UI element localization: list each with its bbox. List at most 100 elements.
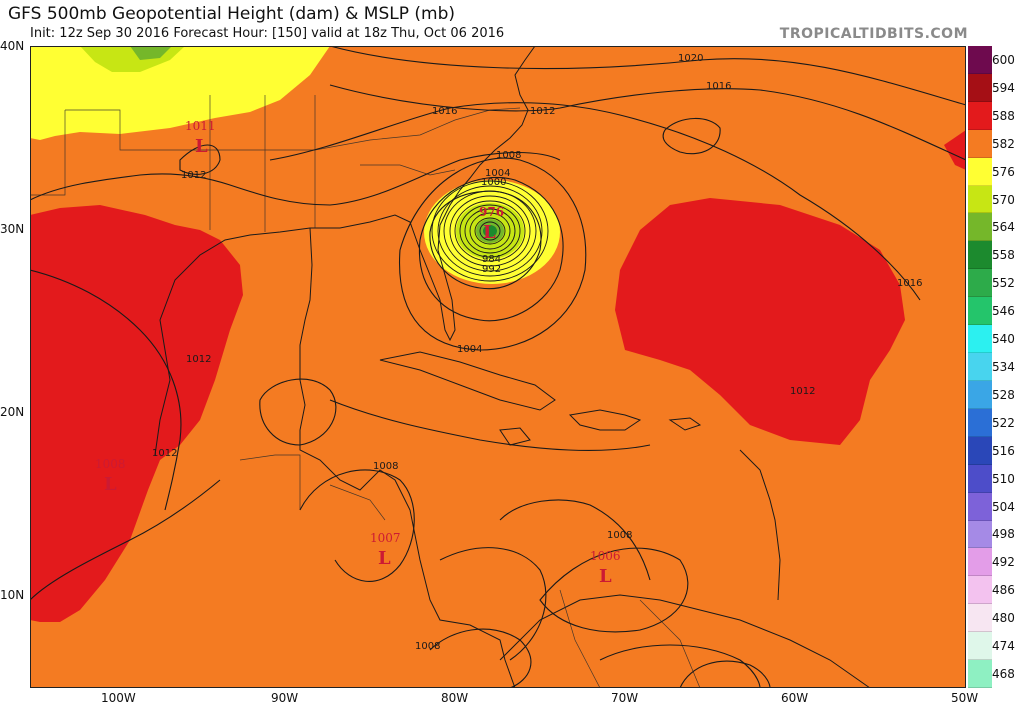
lat-label-40n: 40N — [0, 39, 25, 53]
colorbar-swatch — [968, 548, 992, 577]
colorbar-swatch — [968, 46, 992, 74]
lat-label-20n: 20N — [0, 405, 25, 419]
low-pressure-symbol: L — [599, 566, 612, 587]
coastlines — [154, 46, 871, 688]
colorbar-swatch — [968, 73, 992, 102]
colorbar-swatch — [968, 660, 992, 688]
colorbar-level-label: 474 — [992, 639, 1015, 654]
lon-label-60w: 60W — [781, 691, 809, 705]
isobar-label: 1012 — [152, 448, 177, 459]
isobar-label: 1020 — [678, 53, 703, 64]
isobar-label: 992 — [482, 264, 501, 275]
colorbar-swatch — [968, 269, 992, 298]
height-564-north-region — [130, 46, 172, 60]
colorbar-level-label: 546 — [992, 304, 1015, 319]
low-pressure-symbol: L — [378, 548, 391, 569]
lat-label-10n: 10N — [0, 588, 25, 602]
isobar-label: 1008 — [496, 150, 521, 161]
colorbar-level-label: 540 — [992, 332, 1015, 347]
lon-label-70w: 70W — [611, 691, 639, 705]
isobar-label: 1016 — [897, 278, 922, 289]
colorbar-level-label: 510 — [992, 471, 1015, 486]
colorbar-level-label: 600 — [992, 52, 1015, 67]
colorbar-swatch — [968, 380, 992, 409]
colorbar-level-label: 564 — [992, 220, 1015, 235]
height-588-atlantic-region — [615, 198, 905, 445]
isobars — [30, 46, 966, 688]
isobar-labels: 1020 1016 1016 1012 1016 1008 1004 1000 … — [152, 53, 922, 652]
colorbar-swatch — [968, 576, 992, 605]
colorbar-level-label: 552 — [992, 276, 1015, 291]
colorbar-swatch — [968, 492, 992, 521]
height-588-east-edge — [944, 130, 966, 170]
colorbar-level-label: 468 — [992, 667, 1015, 682]
colorbar-level-label: 504 — [992, 499, 1015, 514]
colorbar-swatch — [968, 604, 992, 633]
isobar-label: 1008 — [607, 530, 632, 541]
isobar-label: 1016 — [432, 106, 457, 117]
hurricane-isobar-rings — [431, 180, 549, 282]
colorbar-swatch — [968, 436, 992, 465]
colorbar-level-label: 516 — [992, 443, 1015, 458]
colorbar-swatch — [968, 213, 992, 242]
low-pressure-symbol: L — [104, 474, 117, 495]
isobar-label: 1016 — [706, 81, 731, 92]
low-pressure-symbol: L — [483, 222, 496, 243]
colorbar-level-label: 570 — [992, 192, 1015, 207]
isobar-label: 1012 — [186, 354, 211, 365]
isobar-label: 1008 — [415, 641, 440, 652]
colorbar-level-label: 588 — [992, 108, 1015, 123]
colorbar-level-label: 594 — [992, 80, 1015, 95]
colorbar-swatch — [968, 101, 992, 130]
map-frame — [30, 46, 966, 688]
colorbar-level-label: 522 — [992, 415, 1015, 430]
lon-label-80w: 80W — [441, 691, 469, 705]
isobar-label: 1004 — [485, 168, 510, 179]
isobar-label: 1012 — [530, 106, 555, 117]
colorbar-swatch — [968, 129, 992, 158]
low-pressure-value: 1008 — [95, 457, 126, 471]
colorbar-swatch — [968, 157, 992, 186]
colorbar-swatch — [968, 632, 992, 661]
isobar-label: 984 — [482, 254, 501, 265]
colorbar-level-label: 576 — [992, 164, 1015, 179]
colorbar-swatch — [968, 353, 992, 381]
colorbar-level-label: 528 — [992, 387, 1015, 402]
colorbar-swatch — [968, 297, 992, 326]
colorbar-level-label: 492 — [992, 555, 1015, 570]
lat-label-30n: 30N — [0, 222, 25, 236]
isobar-label: 1008 — [373, 461, 398, 472]
colorbar-swatch — [968, 185, 992, 214]
low-pressure-symbol: L — [195, 136, 208, 157]
isobar-label: 1000 — [481, 177, 506, 188]
colorbar-level-label: 534 — [992, 360, 1015, 374]
low-pressure-value: 1007 — [370, 531, 401, 545]
chart-title: GFS 500mb Geopotential Height (dam) & MS… — [8, 4, 456, 24]
colorbar-swatch — [968, 464, 992, 493]
isobar-label: 1012 — [790, 386, 815, 397]
height-558-hurricane-core — [483, 225, 497, 237]
low-pressure-value: 1006 — [590, 549, 621, 563]
chart-subtitle: Init: 12z Sep 30 2016 Forecast Hour: [15… — [30, 26, 505, 41]
colorbar — [968, 46, 992, 688]
low-pressure-markers: 1011 L 976 L 1008 L 1007 L 1006 L — [95, 119, 621, 587]
low-pressure-value: 1011 — [185, 119, 216, 133]
low-pressure-value: 976 — [479, 205, 504, 219]
isobar-label: 1012 — [181, 170, 206, 181]
colorbar-level-label: 480 — [992, 611, 1015, 626]
lon-label-100w: 100W — [101, 691, 136, 705]
colorbar-swatch — [968, 408, 992, 437]
colorbar-swatch — [968, 241, 992, 270]
lon-label-50w: 50W — [951, 691, 979, 705]
political-borders — [30, 95, 701, 688]
lon-label-90w: 90W — [271, 691, 299, 705]
weather-map: 1020 1016 1016 1012 1016 1008 1004 1000 … — [30, 46, 966, 688]
colorbar-level-label: 486 — [992, 583, 1015, 598]
colorbar-level-label: 498 — [992, 527, 1015, 542]
colorbar-swatch — [968, 520, 992, 549]
colorbar-swatch — [968, 325, 992, 354]
colorbar-level-label: 582 — [992, 136, 1015, 151]
height-576-north-region — [30, 46, 330, 140]
colorbar-level-label: 558 — [992, 248, 1015, 263]
isobar-label: 1004 — [457, 344, 482, 355]
